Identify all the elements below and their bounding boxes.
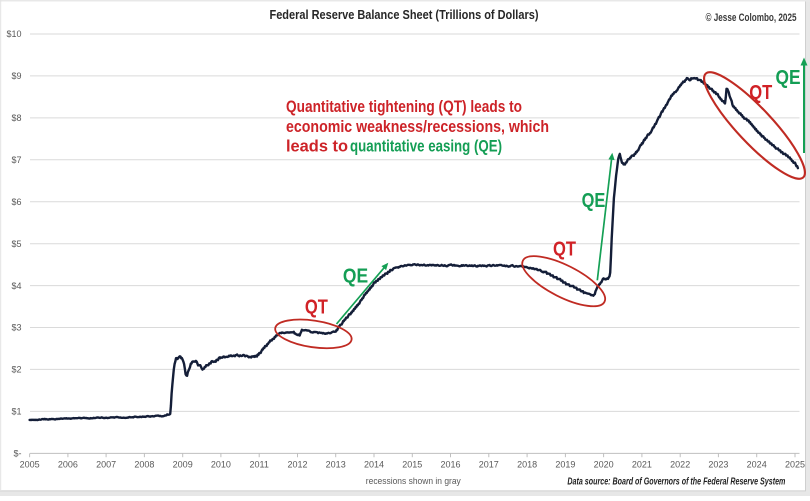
svg-text:leads to: leads to	[286, 137, 348, 156]
svg-text:QT: QT	[749, 82, 772, 104]
svg-text:2020: 2020	[594, 460, 614, 470]
svg-text:2025: 2025	[785, 460, 805, 470]
svg-text:$7: $7	[11, 155, 21, 165]
svg-text:2013: 2013	[326, 460, 346, 470]
svg-text:$4: $4	[11, 281, 21, 291]
svg-text:$9: $9	[11, 71, 21, 81]
svg-text:2015: 2015	[402, 460, 422, 470]
svg-text:2008: 2008	[134, 460, 154, 470]
svg-text:economic weakness/recessions,: economic weakness/recessions, which	[286, 117, 549, 136]
svg-text:2017: 2017	[479, 460, 499, 470]
svg-text:Federal Reserve Balance Sheet: Federal Reserve Balance Sheet (Trillions…	[270, 7, 539, 22]
svg-text:2016: 2016	[440, 460, 460, 470]
svg-text:2024: 2024	[747, 460, 767, 470]
svg-text:quantitative easing (QE): quantitative easing (QE)	[350, 137, 502, 156]
svg-text:QT: QT	[553, 239, 576, 261]
svg-text:2012: 2012	[287, 460, 307, 470]
svg-text:Data source: Board of Governor: Data source: Board of Governors of the F…	[567, 476, 785, 487]
svg-text:$5: $5	[11, 239, 21, 249]
svg-text:2018: 2018	[517, 460, 537, 470]
svg-text:2023: 2023	[708, 460, 728, 470]
svg-text:QE: QE	[343, 266, 368, 288]
svg-text:2021: 2021	[632, 460, 652, 470]
svg-text:2007: 2007	[96, 460, 116, 470]
svg-text:$10: $10	[6, 29, 21, 39]
svg-text:recessions shown in gray: recessions shown in gray	[366, 476, 461, 486]
svg-text:$8: $8	[11, 113, 21, 123]
svg-text:2006: 2006	[58, 460, 78, 470]
svg-text:© Jesse Colombo, 2025: © Jesse Colombo, 2025	[706, 12, 797, 24]
svg-text:2019: 2019	[555, 460, 575, 470]
svg-text:2009: 2009	[173, 460, 193, 470]
svg-text:$1: $1	[11, 407, 21, 417]
svg-text:QE: QE	[582, 190, 606, 212]
svg-text:$3: $3	[11, 323, 21, 333]
svg-text:2005: 2005	[20, 460, 40, 470]
svg-text:QT: QT	[305, 297, 328, 319]
svg-text:$-: $-	[13, 449, 21, 459]
svg-text:2014: 2014	[364, 460, 384, 470]
svg-text:2010: 2010	[211, 460, 231, 470]
svg-text:Quantitative tightening (QT) l: Quantitative tightening (QT) leads to	[286, 97, 522, 116]
svg-text:$2: $2	[11, 365, 21, 375]
svg-text:$6: $6	[11, 197, 21, 207]
svg-text:QE: QE	[776, 67, 801, 89]
svg-text:2022: 2022	[670, 460, 690, 470]
svg-text:2011: 2011	[250, 460, 269, 470]
